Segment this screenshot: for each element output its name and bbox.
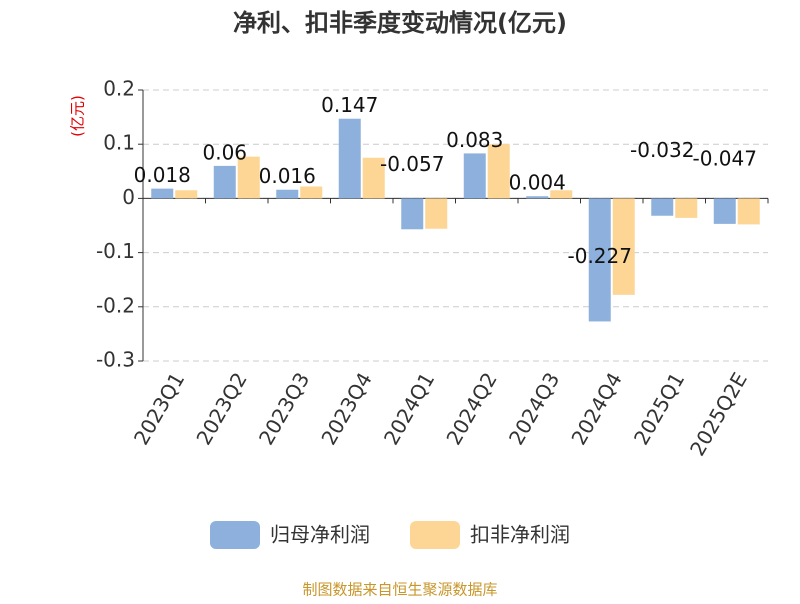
y-tick-label: -0.3 <box>96 348 135 372</box>
bar <box>362 157 385 199</box>
x-tick-label: 2025Q2E <box>685 368 752 460</box>
bar <box>526 196 549 199</box>
legend-label: 扣非净利润 <box>470 523 570 547</box>
bar <box>737 198 760 225</box>
bar <box>276 189 299 199</box>
y-axis-label: (亿元) <box>69 95 87 137</box>
legend-label: 归母净利润 <box>270 523 370 547</box>
data-label: 0.016 <box>259 164 316 188</box>
bar <box>651 198 674 216</box>
data-label: -0.032 <box>630 138 694 162</box>
x-tick-label: 2024Q2 <box>441 368 501 449</box>
bar <box>338 118 361 199</box>
bar <box>487 144 510 199</box>
data-label: 0.083 <box>446 128 503 152</box>
bar <box>175 190 198 199</box>
x-tick-label: 2024Q4 <box>566 368 626 449</box>
data-label: 0.06 <box>202 140 247 164</box>
source-note: 制图数据来自恒生聚源数据库 <box>302 581 497 599</box>
data-label: -0.047 <box>693 146 757 170</box>
bar <box>550 190 573 199</box>
bar <box>300 186 323 199</box>
bar <box>213 165 236 199</box>
bar <box>588 198 611 322</box>
chart-title: 净利、扣非季度变动情况(亿元) <box>233 9 567 37</box>
x-tick-label: 2023Q3 <box>254 368 314 449</box>
y-tick-label: -0.2 <box>96 293 135 317</box>
x-tick-label: 2023Q4 <box>316 368 376 449</box>
x-tick-label: 2024Q3 <box>504 368 564 449</box>
y-tick-label: 0.2 <box>103 77 135 101</box>
bar <box>713 198 736 224</box>
bar <box>612 198 635 295</box>
legend-swatch <box>410 521 460 549</box>
x-tick-label: 2023Q2 <box>191 368 251 449</box>
bar <box>401 198 424 230</box>
x-tick-label: 2024Q1 <box>379 368 439 449</box>
data-label: 0.147 <box>321 93 378 117</box>
y-tick-label: -0.1 <box>96 239 135 263</box>
bar <box>151 188 174 199</box>
data-label: 0.018 <box>134 163 191 187</box>
y-tick-label: 0 <box>122 185 135 209</box>
data-label: 0.004 <box>509 171 566 195</box>
bar <box>425 198 448 229</box>
x-tick-label: 2023Q1 <box>129 368 189 449</box>
y-tick-label: 0.1 <box>103 131 135 155</box>
bar <box>675 198 698 218</box>
data-label: -0.057 <box>380 152 444 176</box>
data-label: -0.227 <box>568 244 632 268</box>
legend-swatch <box>210 521 260 549</box>
bar <box>237 156 260 199</box>
bar <box>463 153 486 199</box>
x-tick-label: 2025Q1 <box>629 368 689 449</box>
